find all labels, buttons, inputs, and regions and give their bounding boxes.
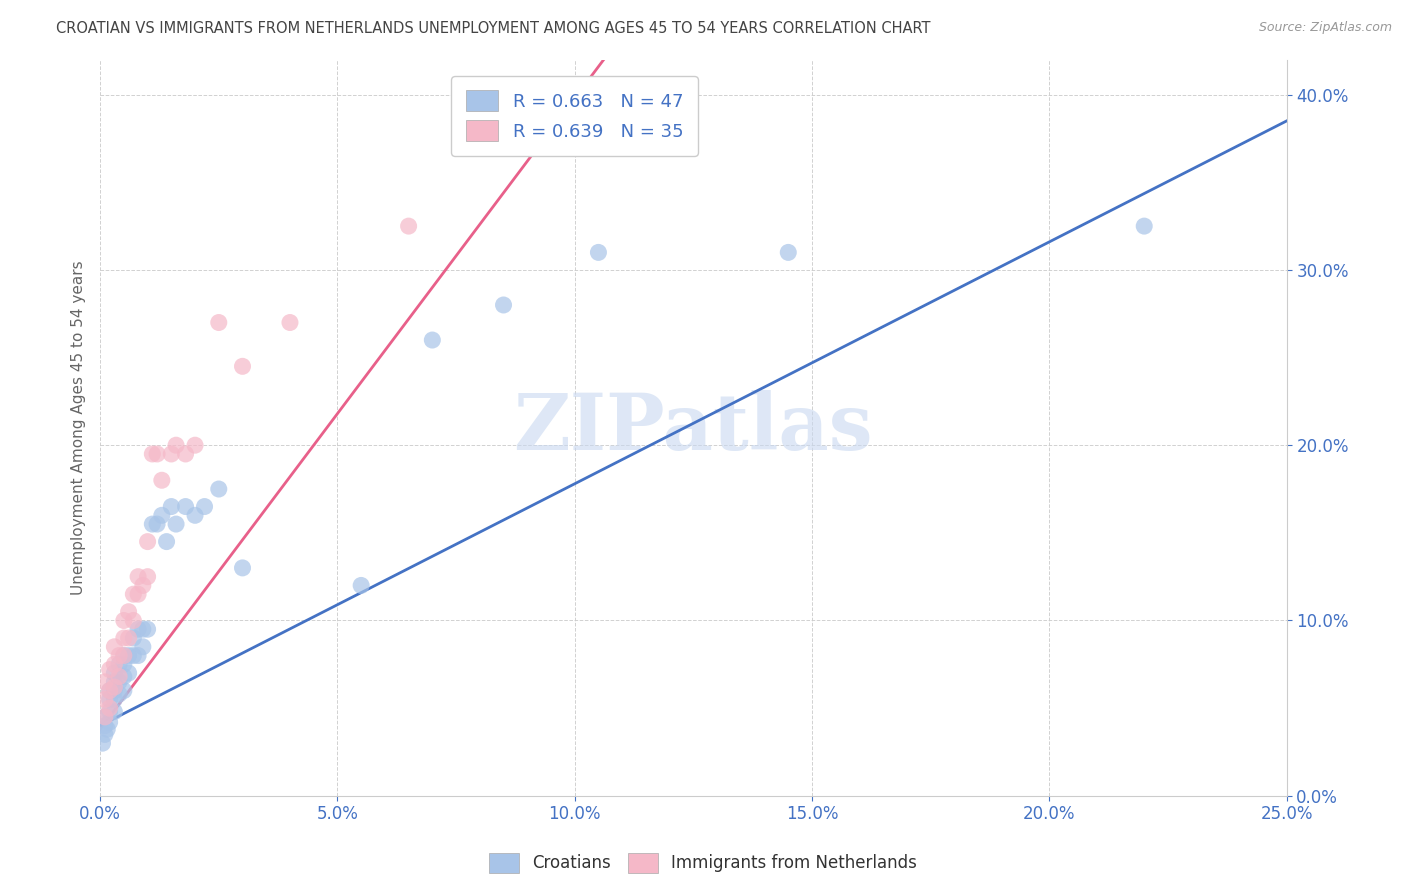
Point — [112, 648, 135, 663]
Point — [108, 648, 131, 663]
Point — [136, 622, 159, 636]
Point — [112, 669, 135, 683]
Point — [132, 622, 155, 636]
Point — [160, 447, 183, 461]
Point — [98, 683, 121, 698]
Point — [122, 631, 145, 645]
Point — [150, 473, 173, 487]
Point — [492, 298, 515, 312]
Point — [155, 534, 177, 549]
Point — [103, 680, 125, 694]
Point — [94, 710, 117, 724]
Point — [141, 447, 163, 461]
Point — [1133, 219, 1156, 233]
Point — [165, 438, 187, 452]
Point — [132, 640, 155, 654]
Point — [108, 687, 131, 701]
Text: Source: ZipAtlas.com: Source: ZipAtlas.com — [1258, 21, 1392, 34]
Point — [94, 692, 117, 706]
Point — [108, 674, 131, 689]
Point — [103, 666, 125, 681]
Point — [98, 701, 121, 715]
Point — [108, 669, 131, 683]
Point — [174, 447, 197, 461]
Point — [103, 692, 125, 706]
Point — [103, 674, 125, 689]
Point — [98, 663, 121, 677]
Point — [122, 587, 145, 601]
Point — [127, 648, 149, 663]
Point — [208, 316, 231, 330]
Point — [117, 631, 139, 645]
Point — [468, 131, 491, 145]
Y-axis label: Unemployment Among Ages 45 to 54 years: Unemployment Among Ages 45 to 54 years — [72, 260, 86, 595]
Text: ZIPatlas: ZIPatlas — [513, 390, 873, 466]
Point — [94, 727, 117, 741]
Point — [122, 648, 145, 663]
Point — [103, 657, 125, 672]
Point — [588, 245, 610, 260]
Point — [193, 500, 215, 514]
Point — [398, 219, 420, 233]
Point — [96, 722, 118, 736]
Legend: R = 0.663   N = 47, R = 0.639   N = 35: R = 0.663 N = 47, R = 0.639 N = 35 — [451, 76, 697, 155]
Point — [278, 316, 301, 330]
Point — [94, 719, 117, 733]
Point — [132, 578, 155, 592]
Point — [231, 359, 253, 374]
Point — [208, 482, 231, 496]
Point — [150, 508, 173, 523]
Point — [231, 561, 253, 575]
Point — [117, 648, 139, 663]
Point — [136, 569, 159, 583]
Point — [117, 666, 139, 681]
Text: CROATIAN VS IMMIGRANTS FROM NETHERLANDS UNEMPLOYMENT AMONG AGES 45 TO 54 YEARS C: CROATIAN VS IMMIGRANTS FROM NETHERLANDS … — [56, 21, 931, 36]
Point — [103, 683, 125, 698]
Point — [112, 614, 135, 628]
Point — [94, 674, 117, 689]
Point — [174, 500, 197, 514]
Point — [146, 517, 169, 532]
Point — [112, 657, 135, 672]
Point — [127, 587, 149, 601]
Point — [103, 705, 125, 719]
Legend: Croatians, Immigrants from Netherlands: Croatians, Immigrants from Netherlands — [482, 847, 924, 880]
Point — [160, 500, 183, 514]
Point — [778, 245, 800, 260]
Point — [103, 640, 125, 654]
Point — [141, 517, 163, 532]
Point — [117, 605, 139, 619]
Point — [127, 622, 149, 636]
Point — [98, 705, 121, 719]
Point — [350, 578, 373, 592]
Point — [98, 683, 121, 698]
Point — [127, 569, 149, 583]
Point — [122, 614, 145, 628]
Point — [98, 715, 121, 730]
Point — [184, 438, 207, 452]
Point — [91, 736, 114, 750]
Point — [146, 447, 169, 461]
Point — [112, 648, 135, 663]
Point — [112, 683, 135, 698]
Point — [94, 710, 117, 724]
Point — [98, 692, 121, 706]
Point — [112, 631, 135, 645]
Point — [108, 657, 131, 672]
Point — [184, 508, 207, 523]
Point — [136, 534, 159, 549]
Point — [420, 333, 443, 347]
Point — [165, 517, 187, 532]
